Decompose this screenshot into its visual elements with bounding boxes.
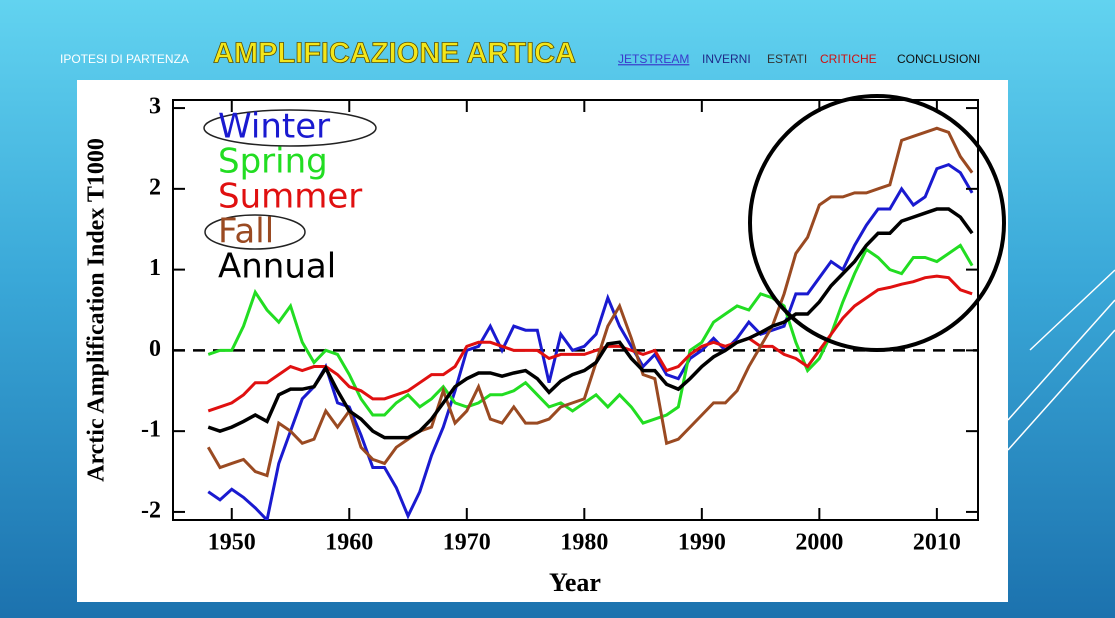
x-axis-label: Year: [549, 568, 601, 597]
chart-panel: [77, 80, 1008, 602]
y-axis-label: Arctic Amplification Index T1000: [84, 138, 110, 482]
nav-item[interactable]: JETSTREAM: [618, 52, 689, 66]
nav-item[interactable]: ESTATI: [767, 52, 807, 66]
highlight-circle: [748, 94, 1006, 352]
x-tick-label: 1960: [325, 530, 373, 556]
series-line: [207, 162, 974, 520]
x-tick-label: 1950: [208, 530, 256, 556]
legend-entry: Annual: [218, 247, 336, 287]
x-tick-label: 1970: [443, 530, 491, 556]
legend-entry: Fall: [218, 212, 274, 252]
y-tick-label: -1: [141, 417, 161, 443]
y-tick-label: 1: [149, 255, 161, 281]
plot-area: [173, 126, 978, 520]
nav-item[interactable]: IPOTESI DI PARTENZA: [60, 52, 189, 66]
x-tick-label: 1980: [560, 530, 608, 556]
series-line: [206, 126, 974, 478]
legend-entry: Winter: [218, 107, 330, 147]
y-tick-label: 3: [149, 94, 161, 120]
y-tick-label: 2: [149, 174, 161, 200]
nav-item[interactable]: INVERNI: [702, 52, 751, 66]
y-tick-label: -2: [141, 497, 161, 523]
y-tick-label: 0: [149, 336, 161, 362]
series-line: [207, 243, 974, 425]
nav-item[interactable]: CRITICHE: [820, 52, 877, 66]
x-tick-label: 1990: [678, 530, 726, 556]
decoration: [1007, 269, 1115, 451]
legend-entry: Spring: [218, 142, 328, 182]
x-tick-label: 2010: [913, 530, 961, 556]
series-line: [207, 207, 974, 440]
plot-frame: [172, 99, 979, 521]
legend-entry: Summer: [218, 177, 362, 217]
highlight-oval: [203, 109, 377, 147]
nav-current[interactable]: AMPLIFICAZIONE ARTICA: [213, 37, 577, 70]
highlight-oval: [204, 214, 306, 250]
x-tick-label: 2000: [795, 530, 843, 556]
nav-item[interactable]: CONCLUSIONI: [897, 52, 980, 66]
series-line: [207, 274, 973, 413]
